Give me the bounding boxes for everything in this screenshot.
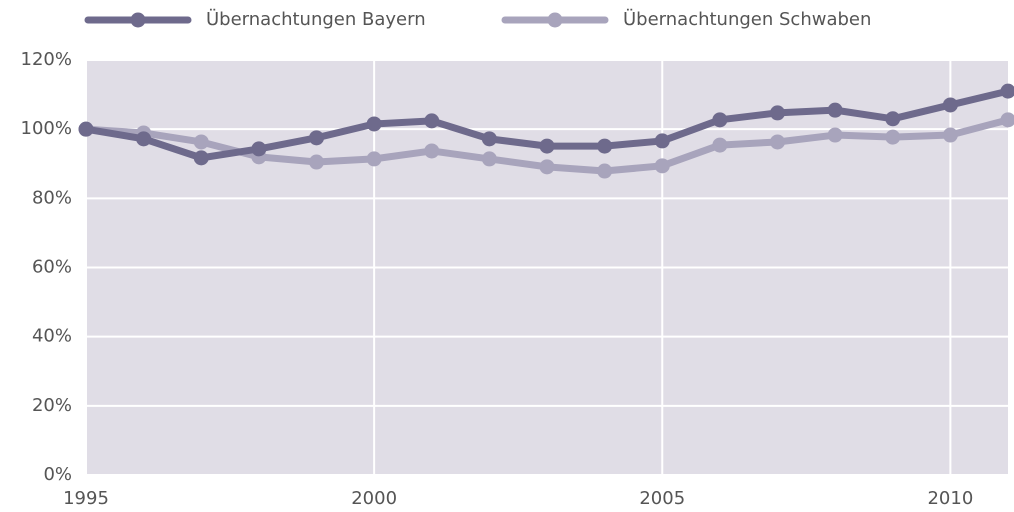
data-point xyxy=(827,102,843,118)
data-point xyxy=(654,133,670,149)
y-tick-label: 100% xyxy=(21,118,72,139)
y-tick-label: 80% xyxy=(32,187,72,208)
data-point xyxy=(539,138,555,154)
data-point xyxy=(654,158,670,174)
data-point xyxy=(942,97,958,113)
data-point xyxy=(885,129,901,145)
data-point xyxy=(539,159,555,175)
data-point xyxy=(770,134,785,150)
x-tick-label: 1995 xyxy=(63,488,109,509)
data-point xyxy=(770,105,785,121)
x-tick-label: 2010 xyxy=(927,488,973,509)
y-tick-label: 120% xyxy=(21,49,72,70)
data-point xyxy=(942,127,958,143)
legend-label: Übernachtungen Schwaben xyxy=(623,8,871,30)
data-point xyxy=(712,137,728,153)
data-point xyxy=(78,121,94,137)
y-tick-label: 0% xyxy=(43,464,72,485)
data-point xyxy=(827,127,843,143)
legend-label: Übernachtungen Bayern xyxy=(206,8,426,30)
data-point xyxy=(193,134,209,150)
data-point xyxy=(597,163,613,179)
data-point xyxy=(481,151,497,167)
y-tick-label: 40% xyxy=(32,326,72,347)
x-tick-label: 2000 xyxy=(351,488,397,509)
data-point xyxy=(1000,112,1014,128)
data-point xyxy=(251,141,267,157)
data-point xyxy=(1000,83,1014,99)
legend-marker xyxy=(547,12,563,28)
data-point xyxy=(309,130,324,146)
legend-marker xyxy=(130,12,146,28)
x-tick-label: 2005 xyxy=(639,488,685,509)
data-point xyxy=(366,151,382,167)
data-point xyxy=(366,116,382,132)
data-point xyxy=(309,154,324,170)
data-point xyxy=(597,138,613,154)
y-tick-label: 20% xyxy=(32,395,72,416)
data-point xyxy=(481,131,497,147)
y-tick-label: 60% xyxy=(32,257,72,278)
data-point xyxy=(712,112,728,128)
data-point xyxy=(885,111,901,127)
data-point xyxy=(193,150,209,166)
data-point xyxy=(424,113,440,129)
data-point xyxy=(136,131,152,147)
data-point xyxy=(424,143,440,159)
